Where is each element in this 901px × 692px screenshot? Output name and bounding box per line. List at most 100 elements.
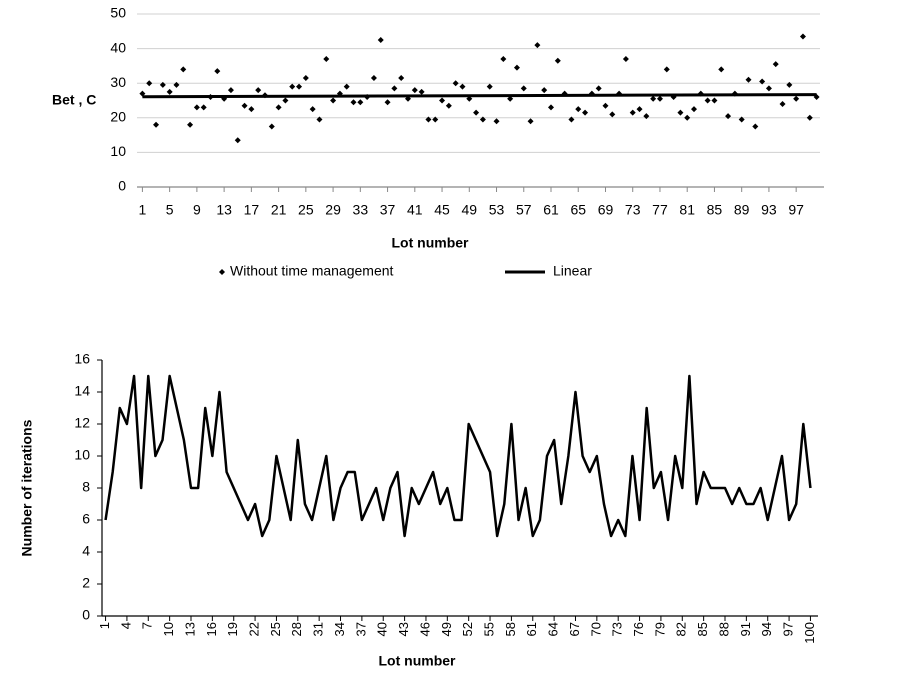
data-point [602,102,609,109]
data-point [711,97,718,104]
x-tick-label: 22 [247,622,262,636]
x-tick-label: 57 [516,202,532,218]
x-tick-label: 1 [97,622,112,629]
x-tick-label: 13 [182,622,197,636]
data-point [486,83,493,90]
data-point [534,42,541,49]
data-point [275,104,282,111]
data-point [568,116,575,123]
data-point [500,55,507,62]
x-tick-label: 1 [139,202,147,218]
y-tick-label: 0 [82,607,90,623]
data-point [704,97,711,104]
x-tick-label: 88 [716,622,731,636]
data-line [142,93,817,99]
data-point [622,55,629,62]
data-point [173,81,180,88]
data-point [384,99,391,106]
x-tick-label: 13 [216,202,232,218]
data-point [289,83,296,90]
x-tick-label: 53 [489,202,505,218]
data-point [330,97,337,104]
x-tick-label: 65 [570,202,586,218]
data-point [629,109,636,116]
legend-label: Linear [553,263,592,279]
x-tick-label: 10 [161,622,176,636]
data-point [636,106,643,113]
data-point [575,106,582,113]
data-point [248,106,255,113]
data-point [214,68,221,75]
x-tick-label: 77 [652,202,668,218]
data-point [772,61,779,68]
data-point [643,113,650,120]
data-point [759,78,766,85]
data-point [806,114,813,121]
data-point [370,75,377,82]
data-point [513,64,520,71]
data-point [425,116,432,123]
x-tick-label: 49 [461,202,477,218]
x-tick-label: 7 [140,622,155,629]
data-point [799,33,806,40]
data-point [187,121,194,128]
x-tick-label: 61 [524,622,539,636]
y-tick-label: 14 [74,383,90,399]
data-point [445,102,452,109]
data-point [663,66,670,73]
data-point [398,75,405,82]
data-point [684,114,691,121]
x-tick-label: 67 [567,622,582,636]
data-point [296,83,303,90]
data-point [139,90,146,97]
x-tick-label: 76 [631,622,646,636]
x-tick-label: 37 [353,622,368,636]
x-tick-label: 93 [761,202,777,218]
y-tick-label: 12 [74,415,90,431]
data-point [146,80,153,87]
x-tick-label: 4 [118,622,133,629]
y-tick-label: 20 [110,109,126,125]
data-point [779,100,786,107]
x-tick-label: 52 [460,622,475,636]
data-point [527,118,534,125]
x-tick-label: 69 [598,202,614,218]
data-point [255,87,262,94]
x-tick-label: 19 [225,622,240,636]
data-point [200,104,207,111]
data-point [765,85,772,92]
data-point [153,121,160,128]
data-point [166,88,173,95]
x-tick-label: 79 [652,622,667,636]
legend-label: Without time management [230,263,394,279]
x-tick-label: 73 [625,202,641,218]
data-point [411,87,418,94]
legend-swatch [219,269,225,275]
data-point [377,36,384,43]
data-point [738,116,745,123]
data-point [548,104,555,111]
data-point [459,83,466,90]
x-tick-label: 81 [679,202,695,218]
y-tick-label: 2 [82,575,90,591]
y-axis-label: Bet , C [52,92,96,108]
data-point [745,76,752,83]
x-tick-label: 41 [407,202,423,218]
data-point [302,75,309,82]
data-point [268,123,275,130]
x-tick-label: 40 [375,622,390,636]
x-axis-label: Lot number [379,653,457,669]
x-tick-label: 46 [417,622,432,636]
data-point [786,81,793,88]
data-point [316,116,323,123]
data-point [718,66,725,73]
x-tick-label: 97 [781,622,796,636]
data-point [241,102,248,109]
data-point [309,106,316,113]
data-point [650,95,657,102]
data-point [357,99,364,106]
data-point [609,111,616,118]
x-tick-label: 100 [802,622,817,644]
y-tick-label: 0 [118,178,126,194]
